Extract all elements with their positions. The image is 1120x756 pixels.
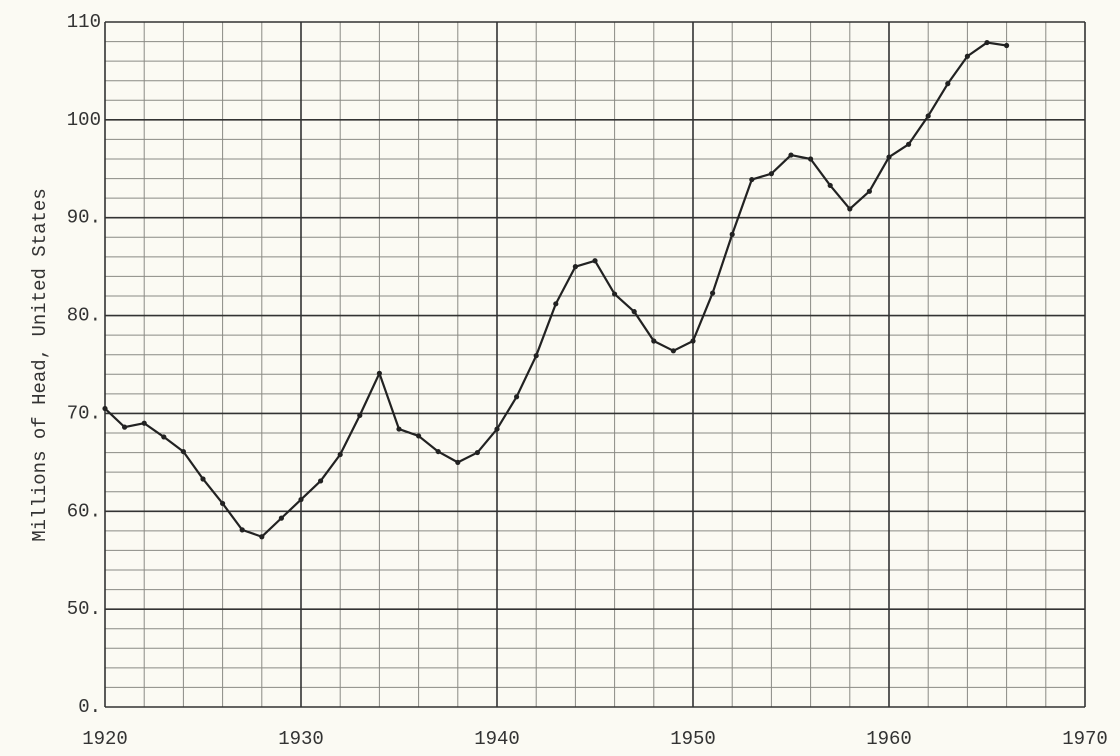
data-point [122,424,128,430]
data-point [220,500,226,507]
data-point [964,53,971,59]
data-point [357,412,363,418]
data-point [435,448,441,455]
data-point [337,451,343,458]
data-point [455,459,461,465]
data-point [200,476,206,482]
data-point [886,154,892,160]
y-tick-label: 100 [67,109,101,131]
data-point [788,152,794,158]
y-tick-label: 60. [67,500,101,522]
data-point [925,113,931,119]
y-axis-label: Millions of Head, United States [29,188,51,541]
data-point [396,426,402,432]
data-point [729,231,735,237]
data-point [416,433,422,439]
y-tick-label: 90. [67,207,101,229]
x-tick-label: 1940 [474,728,520,750]
data-point [690,338,696,344]
data-point [749,176,755,183]
x-tick-label: 1970 [1062,728,1108,750]
data-point [768,171,775,177]
y-tick-label: 80. [67,305,101,327]
x-tick-label: 1930 [278,728,324,750]
data-point [631,309,637,315]
data-point [572,264,579,270]
data-point [553,301,559,307]
data-point [376,370,382,376]
data-point [141,420,147,426]
data-point [298,496,304,503]
data-point [1004,42,1010,49]
data-point [161,434,167,440]
data-point [494,426,500,432]
data-point [945,81,951,87]
x-tick-label: 1950 [670,728,716,750]
data-point [533,353,539,359]
data-point [651,338,657,344]
data-point [318,478,324,484]
data-point [906,141,912,147]
x-tick-label: 1960 [866,728,912,750]
data-point [514,394,520,400]
data-point [180,448,186,455]
data-point [984,39,990,46]
data-point [278,515,284,521]
data-point [259,534,265,540]
data-point [670,348,677,354]
y-tick-label: 0. [78,696,101,718]
data-point [710,290,716,296]
data-point [474,449,480,456]
x-tick-label: 1920 [82,728,128,750]
data-point [612,291,618,297]
data-point [808,156,814,162]
data-point [239,527,245,533]
y-tick-label: 110 [67,11,101,33]
data-point [866,188,873,194]
y-tick-label: 50. [67,598,101,620]
y-tick-label: 70. [67,402,101,424]
data-point [102,405,108,412]
data-point [847,206,853,212]
data-point [592,258,598,264]
data-point [827,182,833,189]
